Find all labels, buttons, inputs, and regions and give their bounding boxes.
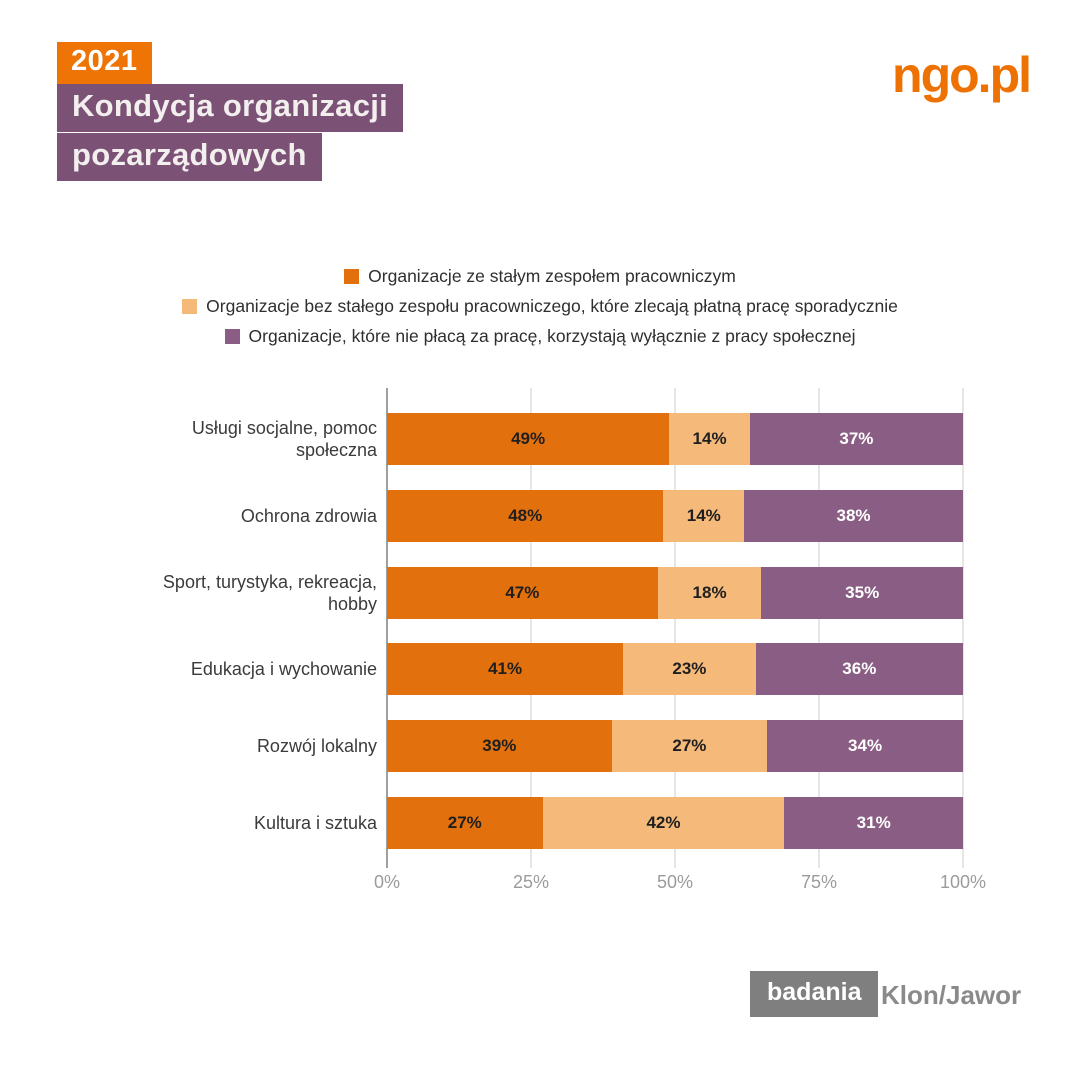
chart-row: Sport, turystyka, rekreacja, hobby 47% 18%…: [157, 567, 963, 619]
segment-value-label: 35%: [845, 583, 880, 602]
stacked-bar-chart: 0% 25% 50% 75% 100% Usługi socjalne, pomoc s…: [0, 388, 1080, 918]
bar-segment-series-3: 31%: [784, 797, 963, 849]
segment-value-label: 41%: [488, 659, 523, 678]
klon-jawor-label: Klon/Jawor: [881, 980, 1022, 1010]
stacked-bar: 27% 42% 31%: [387, 797, 963, 849]
bar-segment-series-1: 49%: [387, 413, 670, 465]
segment-value-label: 37%: [839, 429, 874, 448]
chart-rows: Usługi socjalne, pomoc społeczna 49% 14% 37…: [157, 388, 963, 855]
segment-value-label: 47%: [505, 583, 540, 602]
category-label: Usługi socjalne, pomoc społeczna: [191, 418, 377, 460]
x-axis-tick-label: 50%: [656, 872, 694, 892]
segment-value-label: 49%: [511, 429, 546, 448]
bar-segment-series-2: 18%: [657, 567, 762, 619]
segment-value-label: 23%: [672, 659, 707, 678]
legend-item-3: Organizacje, które nie płacą za pracę, k…: [224, 323, 856, 349]
stacked-bar: 47% 18% 35%: [387, 567, 963, 619]
badania-badge: badania: [750, 971, 879, 1017]
stacked-bar: 41% 23% 36%: [387, 643, 963, 695]
legend-swatch-icon: [182, 298, 198, 314]
bar-segment-series-1: 39%: [387, 720, 612, 772]
plot-area: 0% 25% 50% 75% 100%: [374, 388, 986, 892]
x-axis-tick-label: 25%: [512, 872, 550, 892]
x-axis-tick-label: 0%: [373, 872, 401, 892]
category-label: Rozwój lokalny: [256, 736, 377, 756]
chart-row: Edukacja i wychowanie 41% 23% 36%: [157, 643, 963, 695]
ngo-pl-logo: ngo.pl: [892, 47, 1032, 103]
chart-row: Rozwój lokalny 39% 27% 34%: [157, 720, 963, 772]
segment-value-label: 18%: [692, 583, 727, 602]
legend-item-1: Organizacje ze stałym zespołem pracownic…: [344, 263, 736, 289]
bar-segment-series-3: 35%: [761, 567, 963, 619]
bar-segment-series-2: 27%: [611, 720, 768, 772]
legend-swatch-icon: [224, 328, 240, 344]
gridline: [962, 388, 964, 868]
category-label: Kultura i sztuka: [253, 813, 377, 833]
category-label: Ochrona zdrowia: [240, 506, 377, 526]
x-axis-tick-label: 100%: [939, 872, 987, 892]
segment-value-label: 36%: [842, 659, 877, 678]
segment-value-label: 27%: [672, 736, 707, 755]
segment-value-label: 27%: [447, 813, 482, 832]
title-line-1: Kondycja organizacji: [57, 84, 404, 132]
legend-label: Organizacje ze stałym zespołem pracownic…: [368, 266, 736, 286]
gridline: [674, 388, 676, 868]
gridline: [530, 388, 532, 868]
x-axis-tick-label: 75%: [800, 872, 838, 892]
stacked-bar: 39% 27% 34%: [387, 720, 963, 772]
segment-value-label: 38%: [836, 506, 871, 525]
gridline: [818, 388, 820, 868]
bar-segment-series-2: 14%: [669, 413, 750, 465]
segment-value-label: 34%: [848, 736, 883, 755]
bar-segment-series-1: 48%: [387, 490, 664, 542]
y-axis-line: [386, 388, 388, 868]
legend-item-2: Organizacje bez stałego zespołu pracowni…: [182, 293, 898, 319]
chart-legend: Organizacje ze stałym zespołem pracownic…: [0, 263, 1080, 349]
bar-segment-series-1: 27%: [387, 797, 543, 849]
chart-row: Usługi socjalne, pomoc społeczna 49% 14% 37…: [157, 413, 963, 465]
bar-segment-series-2: 23%: [623, 643, 756, 695]
segment-value-label: 14%: [692, 429, 727, 448]
year-badge: 2021: [57, 42, 152, 84]
title-line-2: pozarządowych: [57, 133, 322, 181]
legend-label: Organizacje bez stałego zespołu pracowni…: [206, 296, 898, 316]
category-label: Edukacja i wychowanie: [190, 659, 377, 679]
segment-value-label: 42%: [646, 813, 681, 832]
segment-value-label: 39%: [482, 736, 517, 755]
bar-segment-series-2: 14%: [663, 490, 745, 542]
segment-value-label: 14%: [686, 506, 721, 525]
bar-segment-series-2: 42%: [542, 797, 785, 849]
bar-segment-series-3: 36%: [755, 643, 963, 695]
segment-value-label: 48%: [508, 506, 543, 525]
bar-segment-series-3: 34%: [767, 720, 963, 772]
stacked-bar: 49% 14% 37%: [387, 413, 963, 465]
bar-segment-series-1: 41%: [387, 643, 624, 695]
stacked-bar: 48% 14% 38%: [387, 490, 963, 542]
segment-value-label: 31%: [856, 813, 891, 832]
legend-swatch-icon: [344, 268, 360, 284]
chart-row: Ochrona zdrowia 48% 14% 38%: [157, 490, 963, 542]
bar-segment-series-1: 47%: [387, 567, 658, 619]
bar-segment-series-3: 38%: [744, 490, 963, 542]
chart-row: Kultura i sztuka 27% 42% 31%: [157, 797, 963, 849]
category-label: Sport, turystyka, rekreacja, hobby: [162, 572, 377, 614]
legend-label: Organizacje, które nie płacą za pracę, k…: [248, 326, 856, 346]
bar-segment-series-3: 37%: [749, 413, 963, 465]
